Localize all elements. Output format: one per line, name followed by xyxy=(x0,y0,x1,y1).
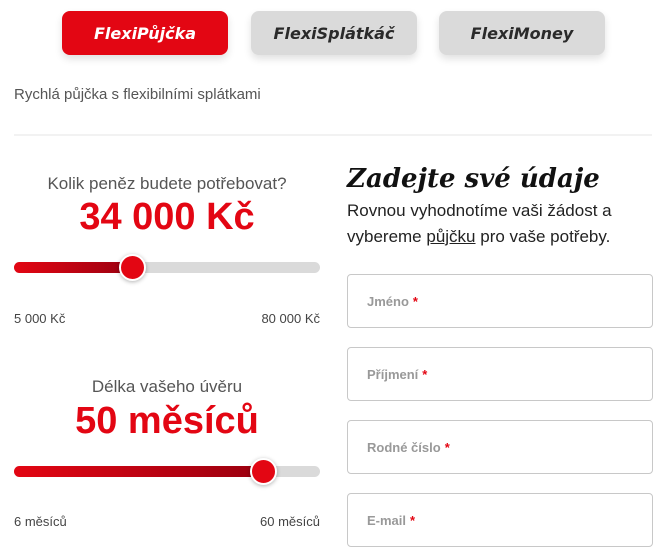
amount-slider-thumb[interactable] xyxy=(119,254,147,281)
required-mark: * xyxy=(410,512,416,528)
form-title: Zadejte své údaje xyxy=(347,164,600,194)
lead-text: Rovnou vyhodnotíme vaši žádost a vyberem… xyxy=(347,201,612,246)
birth-number-field[interactable]: Rodné číslo * xyxy=(347,420,653,474)
field-label: Jméno xyxy=(367,293,409,309)
amount-min: 5 000 Kč xyxy=(14,311,66,326)
term-slider-fill xyxy=(14,466,264,477)
term-slider-thumb[interactable] xyxy=(250,458,278,485)
divider xyxy=(14,134,652,136)
amount-value: 34 000 Kč xyxy=(79,196,255,238)
term-max: 60 měsíců xyxy=(260,514,320,529)
amount-max: 80 000 Kč xyxy=(261,311,320,326)
first-name-field[interactable]: Jméno * xyxy=(347,274,653,328)
tab-flexipujcka[interactable]: FlexiPůjčka xyxy=(62,11,228,55)
required-mark: * xyxy=(444,439,450,455)
term-value: 50 měsíců xyxy=(75,400,259,442)
term-slider[interactable] xyxy=(14,458,320,485)
form-lead: Rovnou vyhodnotíme vaši žádost a vyberem… xyxy=(347,198,657,250)
last-name-field[interactable]: Příjmení * xyxy=(347,347,653,401)
tab-flexisplatkac[interactable]: FlexiSplátkáč xyxy=(251,11,417,55)
amount-slider[interactable] xyxy=(14,254,320,281)
tab-fleximoney[interactable]: FlexiMoney xyxy=(439,11,605,55)
term-question: Délka vašeho úvěru xyxy=(91,377,243,396)
lead-text-end: pro vaše potřeby. xyxy=(475,227,611,246)
field-label: Rodné číslo xyxy=(367,439,441,455)
amount-slider-fill xyxy=(14,262,133,273)
amount-question: Kolik peněz budete potřebovat? xyxy=(47,174,287,193)
loan-link[interactable]: půjčku xyxy=(426,227,476,246)
term-min: 6 měsíců xyxy=(14,514,67,529)
field-label: E-mail xyxy=(367,512,407,528)
email-field[interactable]: E-mail * xyxy=(347,493,653,547)
field-label: Příjmení xyxy=(367,366,419,382)
required-mark: * xyxy=(422,366,428,382)
subtitle: Rychlá půjčka s flexibilními splátkami xyxy=(14,86,261,103)
required-mark: * xyxy=(412,293,418,309)
